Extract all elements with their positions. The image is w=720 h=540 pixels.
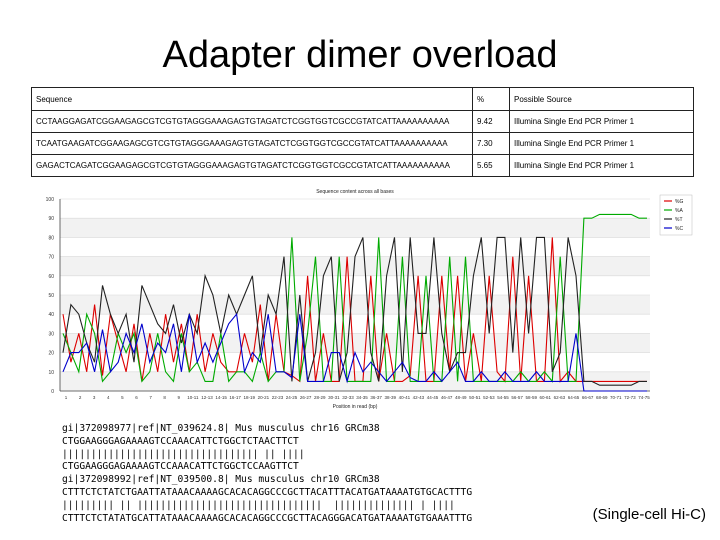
background-band xyxy=(60,295,650,315)
y-tick-label: 70 xyxy=(48,255,54,261)
header-percent: % xyxy=(472,87,510,111)
y-tick-label: 30 xyxy=(48,331,54,337)
x-tick-label: 42-43 xyxy=(413,395,425,400)
blast-alignment: gi|372098977|ref|NT_039624.8| Mus muscul… xyxy=(62,423,472,525)
alignment-line: CTGGAAGGGAGAAAAGTCCAAACATTCTGGCTCTAACTTC… xyxy=(62,435,299,447)
alignment-line: CTTTCTCTATATGCATTATAAACAAAAGCACACAGGCCCG… xyxy=(62,512,473,524)
x-tick-label: 50-51 xyxy=(469,395,481,400)
x-tick-label: 24-25 xyxy=(286,395,298,400)
x-tick-label: 32-33 xyxy=(342,395,354,400)
chart-title: Sequence content across all bases xyxy=(316,189,394,195)
cell-source: Illumina Single End PCR Primer 1 xyxy=(509,110,694,133)
x-tick-label: 1 xyxy=(65,395,68,400)
x-tick-label: 14-15 xyxy=(215,395,227,400)
x-tick-label: 40-41 xyxy=(399,395,411,400)
x-tick-label: 10-11 xyxy=(187,395,199,400)
cell-source: Illumina Single End PCR Primer 1 xyxy=(509,154,694,177)
x-tick-label: 4 xyxy=(107,395,110,400)
y-tick-label: 100 xyxy=(46,197,55,203)
x-tick-label: 9 xyxy=(178,395,181,400)
sequence-content-chart-svg: 0 10 20 30 40 50 60 70 80 90 100 1 2 3 4 5 6 7 8 9 10-11 12-1… xyxy=(46,189,693,410)
x-tick-label: 26-27 xyxy=(300,395,312,400)
y-tick-label: 40 xyxy=(48,312,54,318)
header-possible-source: Possible Source xyxy=(509,87,694,111)
background-band xyxy=(60,218,650,238)
x-tick-label: 54-55 xyxy=(497,395,509,400)
legend-entry: %G xyxy=(675,199,683,205)
sequence-content-chart: 0 10 20 30 40 50 60 70 80 90 100 1 2 3 4 5 6 7 8 9 10-11 12-1… xyxy=(30,185,694,415)
x-tick-label: 62-63 xyxy=(554,395,566,400)
x-tick-label: 66-67 xyxy=(582,395,594,400)
x-tick-label: 6 xyxy=(135,395,138,400)
x-tick-label: 46-47 xyxy=(441,395,453,400)
x-tick-label: 70-71 xyxy=(610,395,622,400)
caption: (Single-cell Hi-C) xyxy=(592,506,706,523)
table-row: GAGACTCAGATCGGAAGAGCGTCGTGTAGGGAAAGAGTGT… xyxy=(31,154,694,177)
cell-percent: 9.42 xyxy=(472,110,510,133)
x-tick-label: 12-13 xyxy=(201,395,213,400)
alignment-line: ||||||||| || |||||||||||||||||||||||||||… xyxy=(62,499,455,511)
alignment-line: CTGGAAGGGAGAAAAGTCCAAACATTCTGGCTCCAAGTTC… xyxy=(62,461,299,473)
header-sequence: Sequence xyxy=(31,87,473,111)
series-line-t xyxy=(62,236,647,386)
y-tick-label: 50 xyxy=(48,293,54,299)
x-tick-label: 38-39 xyxy=(384,395,396,400)
x-tick-label: 56-57 xyxy=(511,395,523,400)
x-tick-label: 5 xyxy=(121,395,124,400)
x-tick-label: 72-73 xyxy=(624,395,636,400)
table-row: CCTAAGGAGATCGGAAGAGCGTCGTGTAGGGAAAGAGTGT… xyxy=(31,110,694,133)
table-header-row: Sequence % Possible Source xyxy=(31,87,694,111)
cell-percent: 7.30 xyxy=(472,132,510,155)
x-tick-label: 3 xyxy=(93,395,96,400)
x-tick-label: 2 xyxy=(79,395,82,400)
table-row: TCAATGAAGATCGGAAGAGCGTCGTGTAGGGAAAGAGTGT… xyxy=(31,132,694,155)
x-tick-label: 60-61 xyxy=(540,395,552,400)
x-tick-label: 16-17 xyxy=(229,395,241,400)
cell-sequence: CCTAAGGAGATCGGAAGAGCGTCGTGTAGGGAAAGAGTGT… xyxy=(31,110,473,133)
y-tick-label: 20 xyxy=(48,351,54,357)
y-tick-label: 0 xyxy=(51,389,54,395)
x-tick-label: 68-69 xyxy=(596,395,608,400)
y-tick-label: 10 xyxy=(48,370,54,376)
x-tick-label: 7 xyxy=(149,395,152,400)
x-axis-label: Position in read (bp) xyxy=(333,404,378,410)
x-tick-label: 48-49 xyxy=(455,395,467,400)
x-tick-label: 34-35 xyxy=(356,395,368,400)
x-tick-label: 58-59 xyxy=(525,395,537,400)
alignment-line: |||||||||||||||||||||||||||||||||| || ||… xyxy=(62,448,305,460)
x-tick-label: 22-23 xyxy=(272,395,284,400)
cell-source: Illumina Single End PCR Primer 1 xyxy=(509,132,694,155)
x-tick-label: 64-65 xyxy=(568,395,580,400)
slide-title: Adapter dimer overload xyxy=(162,34,558,76)
x-tick-label: 30-31 xyxy=(328,395,340,400)
series-line-c xyxy=(62,312,647,392)
x-tick-label: 8 xyxy=(163,395,166,400)
x-tick-label: 44-45 xyxy=(427,395,439,400)
alignment-line: CTTTCTCTATCTGAATTATAAACAAAAGCACACAGGCCCG… xyxy=(62,486,473,498)
y-tick-label: 80 xyxy=(48,235,54,241)
x-tick-label: 18-19 xyxy=(244,395,256,400)
overrepresented-sequences-table: Sequence % Possible Source CCTAAGGAGATCG… xyxy=(31,87,694,177)
y-tick-label: 90 xyxy=(48,216,54,222)
legend-entry: %T xyxy=(675,217,683,223)
cell-percent: 5.65 xyxy=(472,154,510,177)
alignment-line: gi|372098977|ref|NT_039624.8| Mus muscul… xyxy=(62,423,380,434)
x-tick-label: 74-75 xyxy=(638,395,650,400)
legend-entry: %A xyxy=(675,208,683,214)
x-tick-label: 52-53 xyxy=(483,395,495,400)
cell-sequence: TCAATGAAGATCGGAAGAGCGTCGTGTAGGGAAAGAGTGT… xyxy=(31,132,473,155)
legend-entry: %C xyxy=(675,226,683,232)
x-tick-label: 36-37 xyxy=(370,395,382,400)
y-tick-label: 60 xyxy=(48,274,54,280)
cell-sequence: GAGACTCAGATCGGAAGAGCGTCGTGTAGGGAAAGAGTGT… xyxy=(31,154,473,177)
background-band xyxy=(60,256,650,276)
alignment-line: gi|372098992|ref|NT_039500.8| Mus muscul… xyxy=(62,474,380,486)
x-tick-label: 28-29 xyxy=(314,395,326,400)
x-tick-label: 20-21 xyxy=(258,395,270,400)
